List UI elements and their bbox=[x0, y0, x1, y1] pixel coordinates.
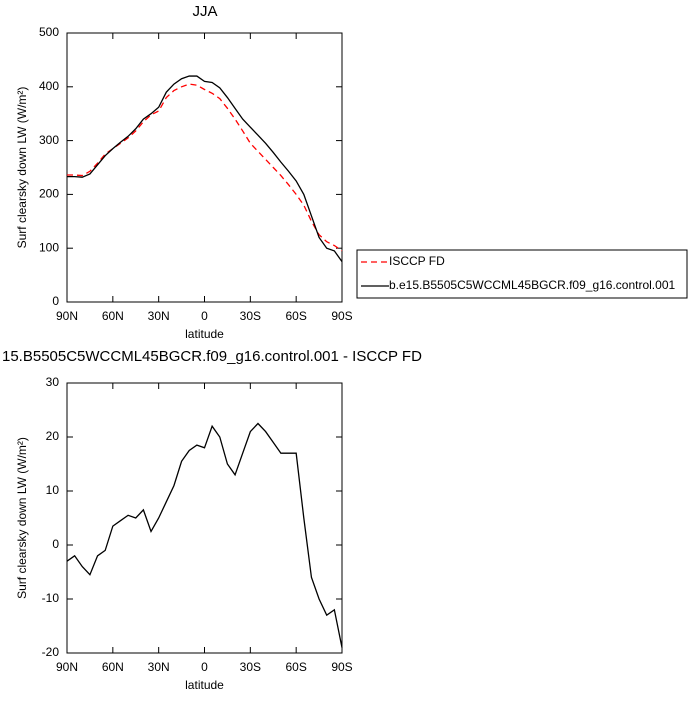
legend-label: b.e15.B5505C5WCCML45BGCR.f09_g16.control… bbox=[389, 278, 675, 292]
legend-box bbox=[356, 249, 688, 299]
chart-title: 15.B5505C5WCCML45BGCR.f09_g16.control.00… bbox=[2, 348, 422, 365]
x-tick-label: 60S bbox=[285, 660, 306, 674]
x-tick-label: 90N bbox=[56, 309, 78, 323]
x-tick-label: 30S bbox=[240, 309, 261, 323]
x-axis-label: latitude bbox=[185, 327, 224, 341]
y-axis-label: Surf clearsky down LW (W/m²) bbox=[15, 87, 29, 249]
y-tick-label: 0 bbox=[52, 537, 59, 551]
y-tick-label: 30 bbox=[46, 375, 60, 389]
y-axis-label: Surf clearsky down LW (W/m²) bbox=[15, 437, 29, 599]
x-tick-label: 0 bbox=[201, 309, 208, 323]
x-tick-label: 60S bbox=[285, 309, 306, 323]
x-axis-label: latitude bbox=[185, 678, 224, 692]
y-tick-label: 300 bbox=[39, 133, 59, 147]
plot-frame bbox=[66, 32, 343, 303]
y-tick-label: 500 bbox=[39, 25, 59, 39]
y-tick-label: 20 bbox=[46, 429, 60, 443]
x-tick-label: 0 bbox=[201, 660, 208, 674]
y-tick-label: -10 bbox=[42, 591, 60, 605]
y-tick-label: 400 bbox=[39, 79, 59, 93]
x-tick-label: 90S bbox=[331, 660, 352, 674]
x-tick-label: 30N bbox=[148, 309, 170, 323]
plot-frame bbox=[66, 382, 343, 654]
y-tick-label: 10 bbox=[46, 483, 60, 497]
x-tick-label: 90N bbox=[56, 660, 78, 674]
x-tick-label: 60N bbox=[102, 309, 124, 323]
data-line bbox=[67, 75, 343, 263]
x-tick-label: 30N bbox=[148, 660, 170, 674]
y-tick-label: 200 bbox=[39, 187, 59, 201]
x-tick-label: 90S bbox=[331, 309, 352, 323]
x-tick-label: 60N bbox=[102, 660, 124, 674]
y-tick-label: -20 bbox=[42, 645, 60, 659]
y-tick-label: 0 bbox=[52, 294, 59, 308]
data-line bbox=[67, 83, 343, 252]
x-tick-label: 30S bbox=[240, 660, 261, 674]
legend-label: ISCCP FD bbox=[389, 254, 445, 268]
data-line bbox=[66, 422, 343, 648]
chart-title: JJA bbox=[192, 3, 217, 20]
y-tick-label: 100 bbox=[39, 240, 59, 254]
